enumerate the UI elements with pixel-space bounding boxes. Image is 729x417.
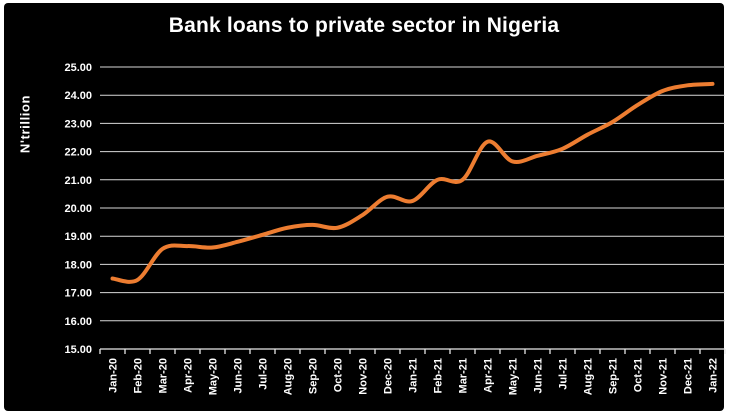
x-tick-label: May-20	[208, 358, 220, 395]
data-line	[110, 81, 715, 284]
x-tick-label: Jul-21	[558, 358, 570, 390]
y-tick-label: 21.00	[64, 175, 92, 187]
y-tick-label: 22.00	[64, 147, 92, 159]
x-tick-label: Mar-21	[458, 358, 470, 393]
line-chart-canvas: 15.00 16.00 17.00 18.00 19.00 20.00 21.00 22.00…	[64, 62, 726, 395]
x-tick-label: Jan-20	[108, 358, 120, 393]
x-tick-label: Jul-20	[258, 358, 270, 390]
y-tick-label: 20.00	[64, 203, 92, 215]
x-tick-label: Oct-20	[333, 358, 345, 392]
y-tick-label: 24.00	[64, 90, 92, 102]
x-tick-label: Aug-21	[583, 358, 595, 395]
x-tick-label: Jan-21	[408, 358, 420, 393]
x-tick-label: May-21	[508, 358, 520, 395]
chart-title: Bank loans to private sector in Nigeria	[168, 14, 560, 37]
x-tick-label: Mar-20	[158, 358, 170, 393]
x-tick-label: Jan-22	[708, 358, 720, 393]
x-tick-label: Jun-21	[533, 358, 545, 393]
y-tick-label: 18.00	[64, 259, 92, 271]
chart-panel: Bank loans to private sector in Nigeria …	[4, 3, 726, 411]
x-tick-label: Sep-20	[308, 358, 320, 394]
y-tick-label: 23.00	[64, 118, 92, 130]
y-tick-label: 19.00	[64, 231, 92, 243]
x-tick-label: Apr-20	[183, 358, 195, 393]
x-tick-label: Sep-21	[608, 358, 620, 394]
x-tick-label: Apr-21	[483, 358, 495, 393]
x-tick-label: Jun-20	[233, 358, 245, 393]
y-tick-label: 16.00	[64, 316, 92, 328]
y-tick-label: 17.00	[64, 288, 92, 300]
x-tick-label: Oct-21	[633, 358, 645, 392]
x-tick-label: Dec-21	[683, 358, 695, 394]
x-tick-label: Dec-20	[383, 358, 395, 394]
x-tick-label: Feb-20	[133, 358, 145, 393]
x-tick-label: Nov-21	[658, 358, 670, 395]
x-tick-label: Feb-21	[433, 358, 445, 393]
x-tick-label: Nov-20	[358, 358, 370, 395]
y-tick-label: 15.00	[64, 344, 92, 356]
y-tick-label: 25.00	[64, 62, 92, 74]
x-tick-label: Aug-20	[283, 358, 295, 395]
